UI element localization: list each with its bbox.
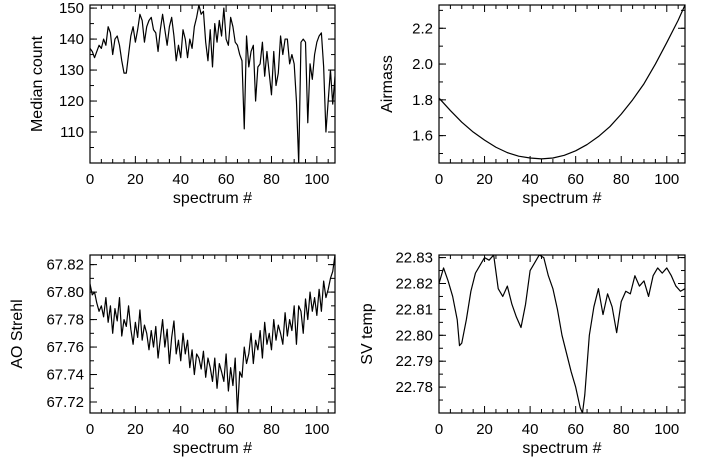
x-tick-label: 20 xyxy=(476,171,493,188)
x-tick-label: 60 xyxy=(567,421,584,438)
panel-sv-temp: 0 20 40 60 80 100 22.78 22.79 22.80 22.81 22.82 22.… xyxy=(359,250,686,457)
x-tick-label: 20 xyxy=(476,421,493,438)
x-tick-label: 20 xyxy=(127,171,144,188)
x-tick-label: 0 xyxy=(435,421,443,438)
y-tick-label: 67.76 xyxy=(46,339,84,356)
y-axis-label: AO Strehl xyxy=(9,299,26,368)
x-tick-label: 0 xyxy=(86,171,94,188)
x-tick-label: 60 xyxy=(218,421,235,438)
y-tick-label: 22.83 xyxy=(395,250,433,267)
y-axis-label: Airmass xyxy=(379,55,396,113)
panel-ao-strehl: 0 20 40 60 80 100 67.72 67.74 67.76 67.78 67.80 67.… xyxy=(9,254,336,457)
y-tick-label: 1.8 xyxy=(412,92,433,109)
series-line xyxy=(439,5,685,160)
y-tick-label: 67.78 xyxy=(46,312,84,329)
plot-frame xyxy=(438,254,686,414)
x-tick-label: 80 xyxy=(263,421,280,438)
x-tick-label: 100 xyxy=(304,421,329,438)
y-tick-label: 22.78 xyxy=(395,379,433,396)
y-tick-label: 130 xyxy=(59,62,84,79)
x-tick-label: 80 xyxy=(613,421,630,438)
plot-frame xyxy=(438,4,686,164)
y-axis-label: SV temp xyxy=(359,303,376,364)
panel-airmass: 0 20 40 60 80 100 1.6 1.8 2.0 2.2 spectrum # Airmas… xyxy=(379,4,686,207)
x-tick-label: 100 xyxy=(654,171,679,188)
y-tick-label: 22.82 xyxy=(395,275,433,292)
panel-median-count: 0 20 40 60 80 100 110 120 130 140 150 spectrum # Med… xyxy=(29,0,336,207)
y-tick-label: 22.79 xyxy=(395,353,433,370)
x-tick-label: 60 xyxy=(218,171,235,188)
y-tick-label: 110 xyxy=(60,124,84,141)
y-tick-label: 150 xyxy=(59,0,84,17)
y-tick-label: 67.72 xyxy=(46,394,84,411)
x-tick-label: 40 xyxy=(522,171,539,188)
x-tick-label: 40 xyxy=(522,421,539,438)
x-tick-label: 100 xyxy=(304,171,329,188)
plot-frame xyxy=(89,4,336,164)
y-tick-label: 22.81 xyxy=(395,301,433,318)
y-axis-label: Median count xyxy=(29,35,46,132)
x-tick-label: 80 xyxy=(263,171,280,188)
y-tick-label: 2.0 xyxy=(412,56,433,73)
x-tick-label: 40 xyxy=(172,171,189,188)
x-tick-label: 80 xyxy=(613,171,630,188)
x-tick-label: 40 xyxy=(172,421,189,438)
x-axis-label: spectrum # xyxy=(173,440,252,457)
y-tick-label: 2.2 xyxy=(412,20,433,37)
y-tick-label: 22.80 xyxy=(395,327,433,344)
x-axis-label: spectrum # xyxy=(522,190,601,207)
y-tick-label: 140 xyxy=(59,31,84,48)
series-line xyxy=(90,255,335,413)
y-tick-label: 67.80 xyxy=(46,284,84,301)
x-axis-label: spectrum # xyxy=(173,190,252,207)
plot-frame xyxy=(89,254,336,414)
y-tick-label: 67.82 xyxy=(46,257,84,274)
x-axis-label: spectrum # xyxy=(522,440,601,457)
x-tick-label: 0 xyxy=(86,421,94,438)
series-line xyxy=(90,5,335,163)
x-tick-label: 0 xyxy=(435,171,443,188)
x-tick-label: 60 xyxy=(567,171,584,188)
series-line xyxy=(439,255,685,413)
y-tick-label: 67.74 xyxy=(46,367,84,384)
y-tick-label: 1.6 xyxy=(412,128,433,145)
x-tick-label: 100 xyxy=(654,421,679,438)
y-tick-label: 120 xyxy=(59,93,84,110)
x-tick-label: 20 xyxy=(127,421,144,438)
